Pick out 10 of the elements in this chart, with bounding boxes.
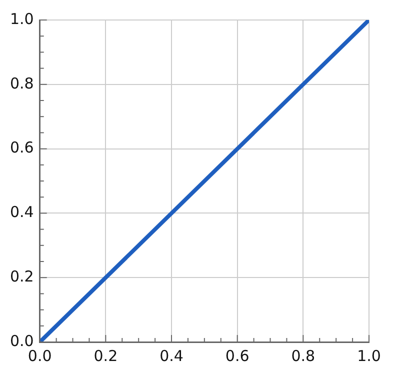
y-tick-label: 1.0: [10, 10, 34, 28]
x-tick-label: 0.2: [94, 346, 118, 365]
x-tick-label: 0.4: [160, 346, 184, 365]
x-tick-label: 1.0: [357, 346, 381, 365]
y-tick-label: 0.4: [10, 203, 34, 222]
x-tick-label: 0.6: [225, 346, 250, 365]
y-tick-label: 0.8: [10, 74, 34, 92]
y-tick-label: 0.2: [10, 267, 34, 286]
y-tick-label: 0.6: [10, 138, 34, 157]
x-tick-label: 0.8: [291, 346, 316, 365]
